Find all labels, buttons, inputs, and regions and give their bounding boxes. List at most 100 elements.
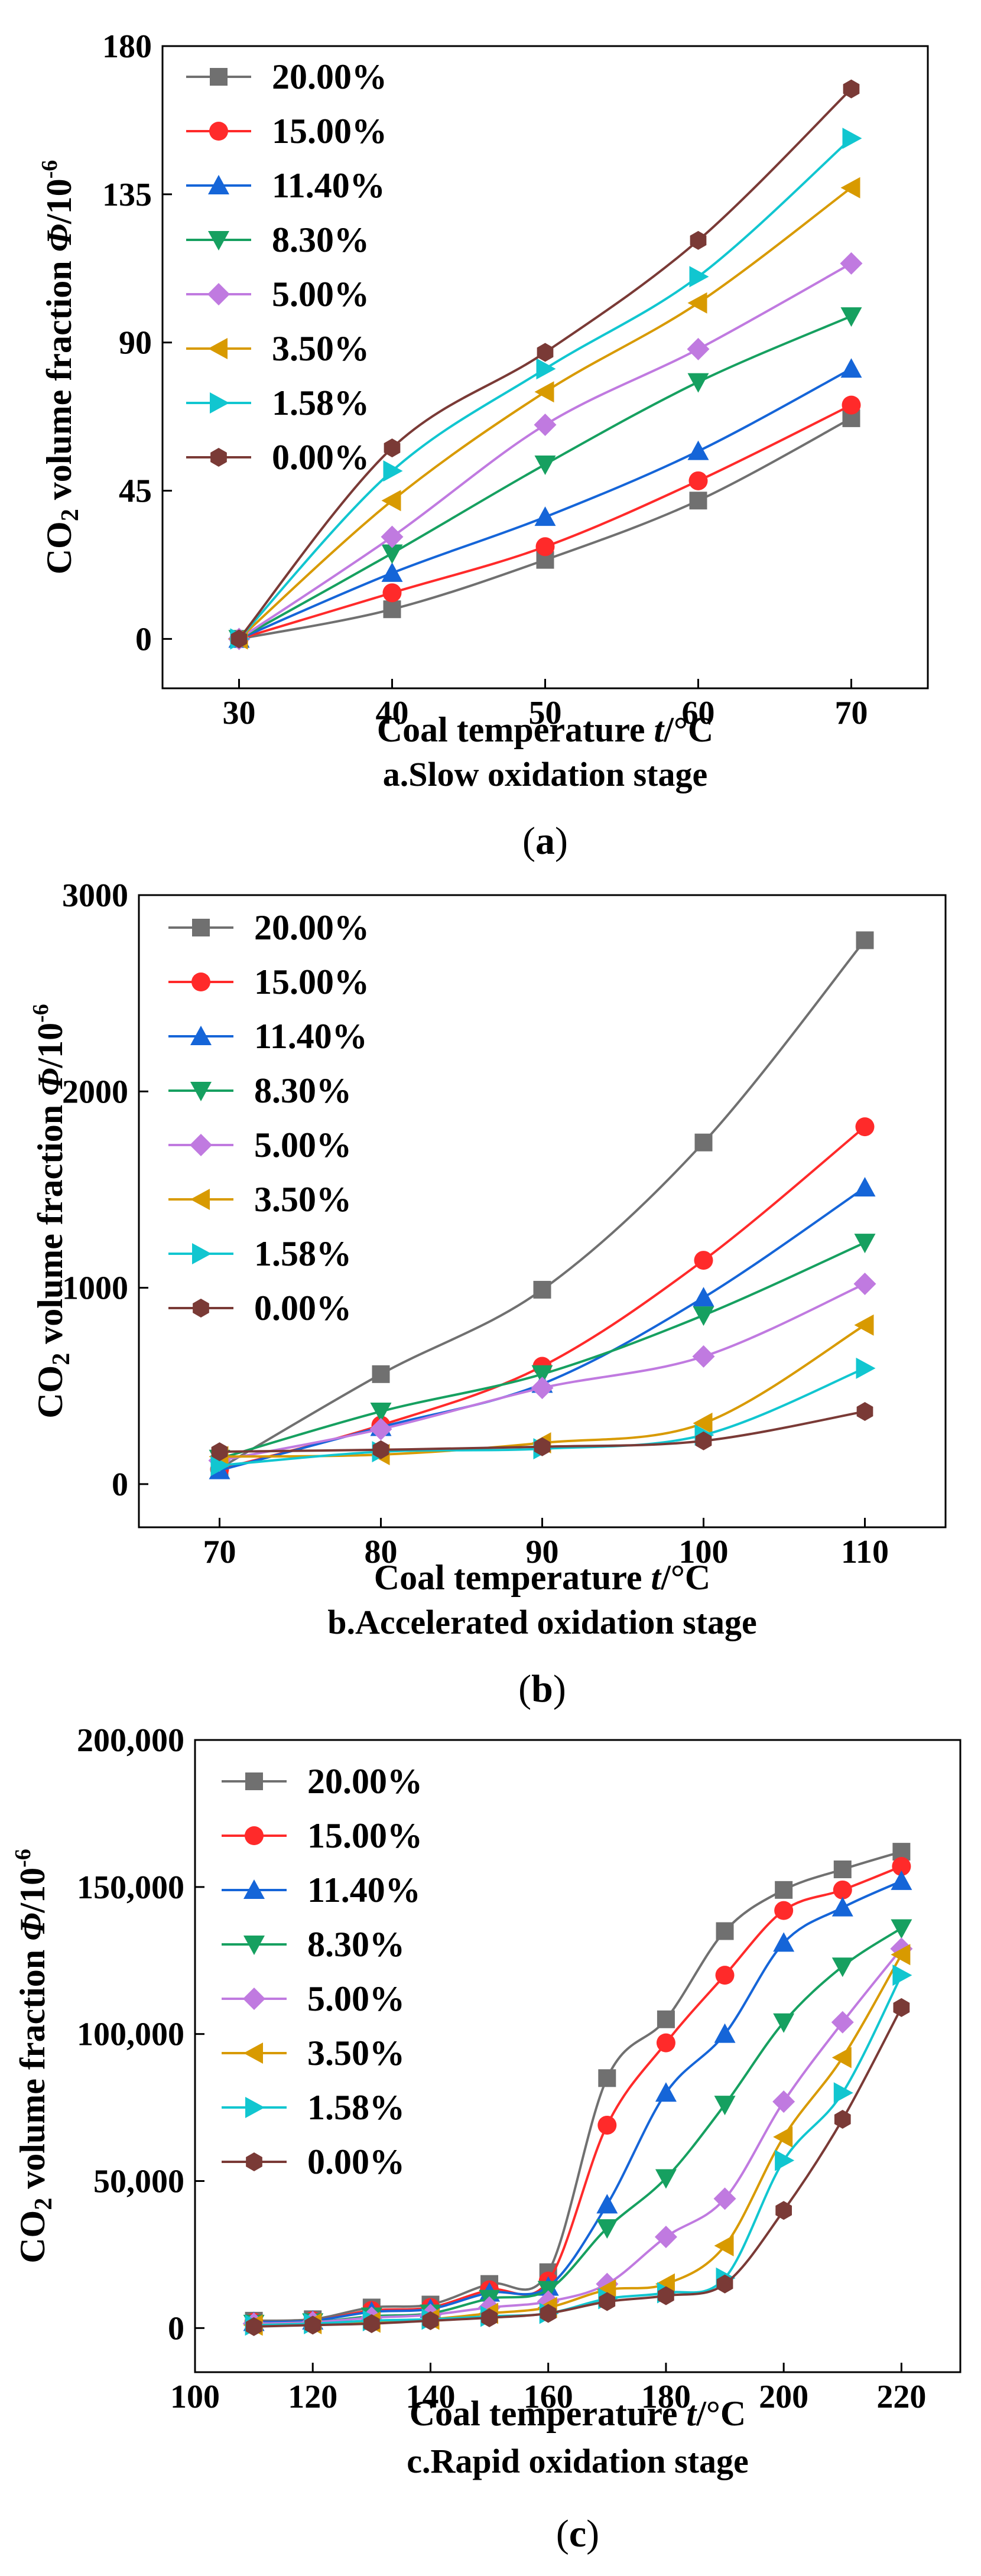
legend-marker xyxy=(243,1936,265,1955)
x-tick-label: 100 xyxy=(170,2379,220,2415)
data-point xyxy=(695,1431,712,1450)
data-point xyxy=(715,1966,735,1985)
data-point xyxy=(687,373,709,393)
data-point xyxy=(531,1377,554,1400)
data-point xyxy=(369,1417,392,1440)
data-point xyxy=(840,177,860,199)
y-tick-label: 90 xyxy=(119,325,152,362)
legend-marker xyxy=(210,392,229,414)
data-point xyxy=(689,266,709,288)
legend-label: 0.00% xyxy=(307,2142,405,2181)
data-point xyxy=(531,1365,553,1385)
data-point xyxy=(687,337,710,360)
data-point xyxy=(891,1870,912,1890)
data-point xyxy=(714,2235,734,2256)
legend-marker xyxy=(210,68,228,86)
chart-caption: a.Slow oxidation stage xyxy=(383,755,707,793)
legend-marker xyxy=(243,1879,265,1899)
x-tick-label: 120 xyxy=(288,2379,337,2415)
data-point xyxy=(690,230,707,250)
legend-entry: 1.58% xyxy=(222,2088,405,2127)
legend-entry: 5.00% xyxy=(186,275,369,314)
data-point xyxy=(853,1272,876,1295)
data-point xyxy=(842,395,861,415)
data-point xyxy=(891,1944,911,1966)
data-point xyxy=(596,2219,618,2239)
legend-entry: 1.58% xyxy=(168,1234,352,1273)
data-point xyxy=(688,471,708,490)
data-point xyxy=(363,2314,380,2333)
legend-label: 5.00% xyxy=(307,1979,405,2018)
series-line xyxy=(219,939,866,1470)
legend-marker xyxy=(192,1243,212,1264)
chart-b: 70 80 90 100 110 0 1000 2000 3000 Coal temperatur… xyxy=(28,877,947,1710)
legend-label: 20.00% xyxy=(307,1762,423,1801)
x-tick-label: 50 xyxy=(529,695,562,731)
data-point xyxy=(773,1932,795,1952)
data-point xyxy=(775,2149,795,2171)
data-point xyxy=(657,2010,675,2028)
legend-label: 8.30% xyxy=(307,1925,405,1964)
data-point xyxy=(687,440,709,460)
legend-marker xyxy=(246,2152,262,2171)
legend-label: 5.00% xyxy=(272,275,369,314)
legend-entry: 11.40% xyxy=(186,166,385,205)
legend-entry: 0.00% xyxy=(222,2142,405,2181)
y-tick-label: 1000 xyxy=(62,1270,128,1307)
legend-marker xyxy=(245,1772,263,1790)
x-tick-label: 40 xyxy=(376,695,409,731)
data-point xyxy=(833,1860,852,1878)
data-point xyxy=(714,2096,736,2116)
series-0.00% xyxy=(230,79,860,649)
legend-entry: 0.00% xyxy=(186,438,369,477)
legend-entry: 8.30% xyxy=(186,220,369,259)
data-point xyxy=(843,79,860,99)
legend-marker xyxy=(193,1299,209,1318)
data-point xyxy=(713,2187,736,2210)
y-tick-label: 180 xyxy=(102,28,152,65)
data-point xyxy=(381,544,403,564)
data-point xyxy=(533,1280,551,1299)
data-point xyxy=(658,2286,674,2305)
data-point xyxy=(534,455,556,475)
data-point xyxy=(381,525,404,548)
data-point xyxy=(384,438,401,458)
series-5.00% xyxy=(208,1272,876,1472)
legend-entry: 20.00% xyxy=(222,1762,423,1801)
data-point xyxy=(892,1964,912,1986)
legend-marker xyxy=(190,1189,210,1210)
data-point xyxy=(597,2115,617,2135)
x-tick-label: 80 xyxy=(365,1534,398,1570)
legend-label: 1.58% xyxy=(307,2088,405,2127)
y-tick-label: 3000 xyxy=(62,877,128,914)
legend-entry: 20.00% xyxy=(168,908,369,947)
data-point xyxy=(383,460,403,482)
data-point xyxy=(692,1345,715,1368)
data-point xyxy=(854,1234,876,1254)
legend-label: 3.50% xyxy=(272,329,369,368)
data-point xyxy=(834,2110,851,2129)
legend-entry: 1.58% xyxy=(186,383,369,422)
legend-entry: 15.00% xyxy=(222,1816,423,1855)
y-tick-label: 0 xyxy=(168,2310,184,2347)
data-point xyxy=(687,292,707,314)
legend-label: 20.00% xyxy=(272,57,387,96)
legend-label: 0.00% xyxy=(254,1289,352,1328)
legend-marker xyxy=(245,2097,265,2118)
data-point xyxy=(230,629,248,649)
data-point xyxy=(773,2126,793,2148)
data-point xyxy=(656,2033,675,2053)
data-point xyxy=(891,1919,912,1939)
legend-label: 11.40% xyxy=(272,166,385,205)
data-point xyxy=(596,2194,618,2214)
legend-entry: 8.30% xyxy=(222,1925,405,1964)
data-point xyxy=(536,358,556,380)
y-axis-title: CO2 volume fraction Φ/10-6 xyxy=(37,160,84,575)
legend-entry: 3.50% xyxy=(222,2034,405,2073)
plot-frame xyxy=(194,1739,961,2373)
data-point xyxy=(773,2013,795,2033)
x-tick-label: 200 xyxy=(759,2379,808,2415)
legend-entry: 3.50% xyxy=(168,1180,352,1219)
data-point xyxy=(854,1177,876,1197)
data-point xyxy=(831,1897,853,1917)
